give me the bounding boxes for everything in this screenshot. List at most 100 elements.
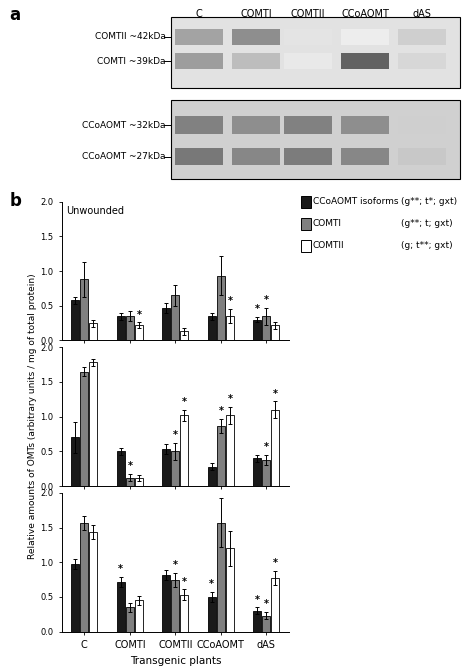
Text: *: * bbox=[137, 310, 141, 320]
Bar bbox=[175, 53, 223, 69]
Bar bbox=[162, 308, 170, 341]
Bar bbox=[71, 564, 79, 632]
Y-axis label: Relative amounts of OMTs (arbitrary units / mg of total protein): Relative amounts of OMTs (arbitrary unit… bbox=[28, 274, 37, 560]
Bar bbox=[71, 300, 79, 341]
Text: b: b bbox=[9, 192, 21, 210]
Bar bbox=[117, 317, 125, 341]
Bar bbox=[81, 372, 88, 486]
Bar bbox=[181, 331, 189, 341]
Text: COMTI: COMTI bbox=[240, 9, 272, 19]
Bar bbox=[126, 317, 134, 341]
Bar bbox=[398, 53, 446, 69]
Text: *: * bbox=[173, 430, 178, 440]
Text: *: * bbox=[273, 388, 278, 398]
Bar bbox=[232, 148, 280, 165]
Bar bbox=[398, 116, 446, 134]
Text: Unwounded: Unwounded bbox=[66, 206, 124, 216]
Bar bbox=[172, 296, 179, 341]
Bar bbox=[171, 99, 460, 179]
Text: COMTII ~42kDa: COMTII ~42kDa bbox=[95, 32, 166, 42]
Bar bbox=[208, 466, 216, 486]
Bar bbox=[81, 523, 88, 632]
Text: *: * bbox=[264, 599, 269, 610]
Bar bbox=[71, 437, 79, 486]
Text: *: * bbox=[228, 296, 232, 306]
Bar bbox=[232, 116, 280, 134]
Bar bbox=[135, 601, 143, 632]
Bar bbox=[272, 325, 280, 341]
Bar bbox=[171, 17, 460, 89]
Text: *: * bbox=[255, 304, 260, 314]
Text: *: * bbox=[182, 577, 187, 587]
Bar bbox=[117, 582, 125, 632]
Bar bbox=[232, 29, 280, 45]
Bar bbox=[284, 53, 332, 69]
Bar bbox=[175, 148, 223, 165]
Bar bbox=[253, 320, 261, 341]
Bar bbox=[217, 425, 225, 486]
Text: *: * bbox=[273, 558, 278, 569]
Bar bbox=[263, 616, 270, 632]
Bar bbox=[272, 410, 280, 486]
Bar bbox=[272, 578, 280, 632]
Bar bbox=[341, 29, 389, 45]
Text: *: * bbox=[219, 406, 223, 416]
Bar bbox=[226, 415, 234, 486]
Bar bbox=[253, 611, 261, 632]
Bar bbox=[90, 532, 98, 632]
Text: COMTI ~39kDa: COMTI ~39kDa bbox=[97, 56, 166, 66]
Bar bbox=[172, 579, 179, 632]
Bar bbox=[226, 317, 234, 341]
Bar bbox=[208, 597, 216, 632]
Text: CCoAOMT ~27kDa: CCoAOMT ~27kDa bbox=[82, 152, 166, 161]
Text: *: * bbox=[210, 579, 214, 589]
Text: *: * bbox=[128, 462, 132, 472]
Bar bbox=[135, 478, 143, 486]
X-axis label: Transgenic plants: Transgenic plants bbox=[129, 656, 221, 665]
Text: CCoAOMT isoforms: CCoAOMT isoforms bbox=[313, 197, 398, 206]
Bar bbox=[181, 415, 189, 486]
Bar bbox=[181, 595, 189, 632]
Bar bbox=[341, 148, 389, 165]
Bar bbox=[126, 478, 134, 486]
Text: Unwounded: Unwounded bbox=[146, 357, 204, 367]
Bar bbox=[341, 53, 389, 69]
Text: Wounded and mock-inoculated: Wounded and mock-inoculated bbox=[100, 503, 251, 513]
Text: CCoAOMT ~32kDa: CCoAOMT ~32kDa bbox=[82, 120, 166, 130]
Bar bbox=[226, 548, 234, 632]
Bar bbox=[175, 116, 223, 134]
Text: a: a bbox=[9, 5, 20, 24]
Text: *: * bbox=[255, 595, 260, 605]
Bar bbox=[341, 116, 389, 134]
Bar bbox=[398, 29, 446, 45]
Text: (g; t**; gxt): (g; t**; gxt) bbox=[401, 241, 452, 251]
Bar bbox=[126, 607, 134, 632]
Bar bbox=[90, 323, 98, 341]
Text: *: * bbox=[173, 560, 178, 570]
Text: dAS: dAS bbox=[412, 9, 431, 19]
Text: CCoAOMT: CCoAOMT bbox=[341, 9, 389, 19]
Text: *: * bbox=[118, 564, 123, 574]
Bar bbox=[232, 53, 280, 69]
Bar bbox=[253, 458, 261, 486]
Bar bbox=[81, 280, 88, 341]
Text: COMTII: COMTII bbox=[313, 241, 345, 251]
Bar bbox=[162, 575, 170, 632]
Bar bbox=[172, 452, 179, 486]
Text: *: * bbox=[182, 397, 187, 407]
Bar bbox=[284, 29, 332, 45]
Text: COMTII: COMTII bbox=[291, 9, 325, 19]
Bar bbox=[398, 148, 446, 165]
Text: COMTI: COMTI bbox=[313, 219, 342, 228]
Text: *: * bbox=[264, 442, 269, 452]
Bar bbox=[135, 325, 143, 341]
Bar bbox=[284, 148, 332, 165]
Text: (g**; t*; gxt): (g**; t*; gxt) bbox=[401, 197, 456, 206]
Bar bbox=[284, 116, 332, 134]
Text: C: C bbox=[196, 9, 202, 19]
Bar bbox=[162, 450, 170, 486]
Bar bbox=[117, 452, 125, 486]
Bar bbox=[263, 317, 270, 341]
Bar bbox=[217, 276, 225, 341]
Bar bbox=[217, 523, 225, 632]
